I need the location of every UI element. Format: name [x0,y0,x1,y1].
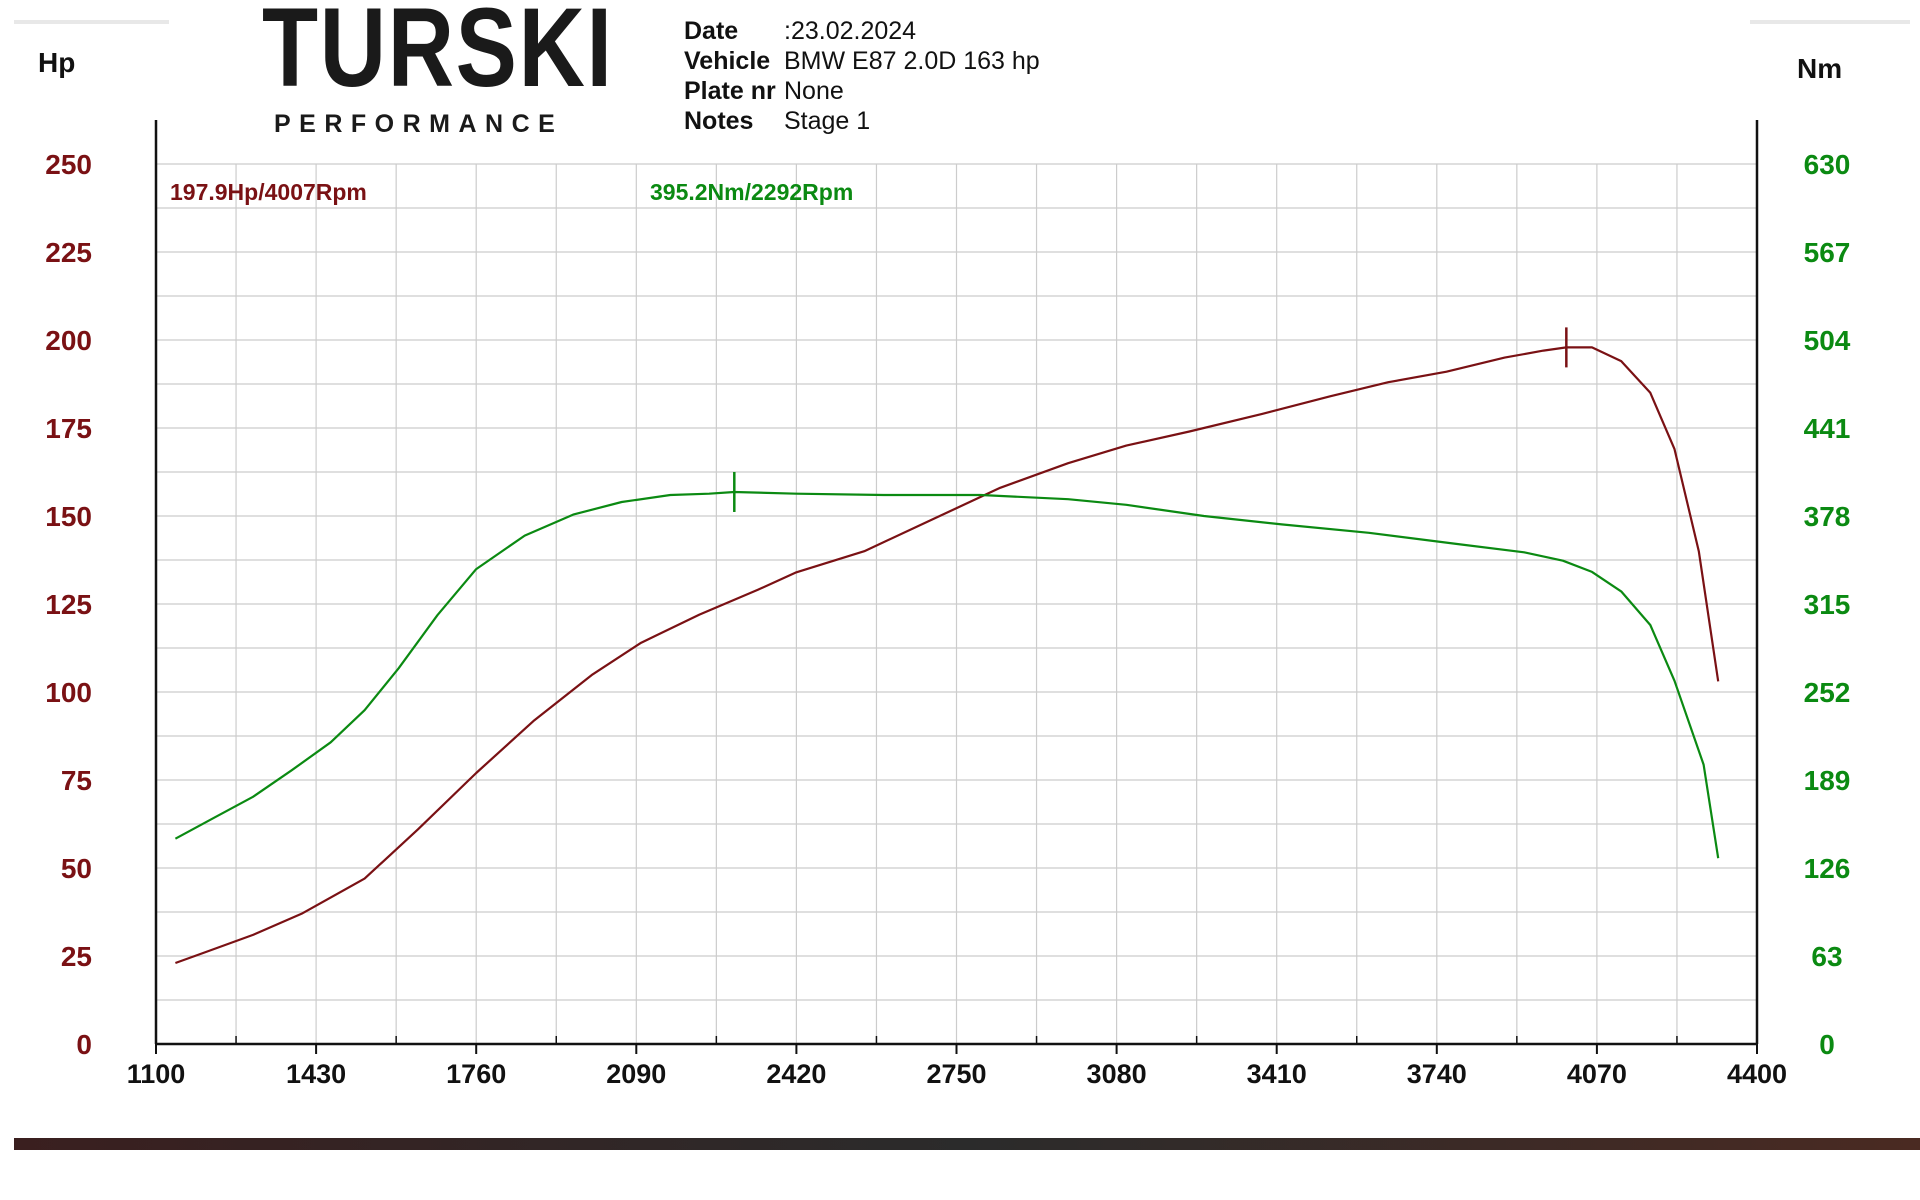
x-tick-label: 2090 [606,1059,666,1089]
torque-curve [174,490,1720,859]
x-tick-label: 3740 [1407,1059,1467,1089]
y-left-tick-label: 25 [61,941,92,972]
date-label: Date [684,17,739,45]
y-right-tick-label: 441 [1804,413,1851,444]
y-left-tick-label: 50 [61,853,92,884]
torque-peak-annotation: 395.2Nm/2292Rpm [650,179,853,205]
y-left-tick-label: 250 [45,149,92,180]
info-row-vehicle: Vehicle BMW E87 2.0D 163 hp [684,46,1040,76]
axes [154,120,1759,1054]
plate-value: None [784,77,844,105]
info-row-notes: Notes Stage 1 [684,106,1040,136]
vehicle-value: BMW E87 2.0D 163 hp [784,47,1040,75]
y-right-tick-label: 378 [1804,501,1851,532]
y-right-tick-label: 0 [1819,1029,1835,1060]
labels: 1100 1430 1760 2090 2420 2750 3080 3410 3740 4070… [38,47,1851,1089]
y-left-tick-label: 75 [61,765,92,796]
x-tick-label: 2420 [766,1059,826,1089]
y-left-tick-label: 200 [45,325,92,356]
top-rule-right [1750,20,1910,24]
date-value: :23.02.2024 [784,17,917,45]
notes-label: Notes [684,107,754,135]
grid [156,163,1757,1044]
plate-label: Plate nr [684,77,776,105]
x-tick-label: 4400 [1727,1059,1787,1089]
vehicle-info: Date :23.02.2024 Vehicle BMW E87 2.0D 16… [684,16,1040,136]
y-left-unit-label: Hp [38,47,75,78]
y-left-tick-label: 150 [45,501,92,532]
series [174,327,1720,965]
y-right-tick-label: 189 [1804,765,1851,796]
x-tick-label: 4070 [1567,1059,1627,1089]
y-right-tick-label: 252 [1804,677,1851,708]
y-left-tick-label: 100 [45,677,92,708]
y-right-tick-label: 315 [1804,589,1851,620]
report-header: TURSKI PERFORMANCE Date :23.02.2024 Vehi… [0,0,1920,160]
x-tick-label: 1100 [127,1059,186,1089]
y-right-unit-label: Nm [1797,53,1842,84]
y-left-tick-label: 175 [45,413,92,444]
y-right-tick-label: 126 [1804,853,1851,884]
info-row-plate: Plate nr None [684,76,1040,106]
y-right-tick-label: 504 [1804,325,1851,356]
y-left-tick-label: 0 [76,1029,92,1060]
y-left-tick-label: 125 [45,589,92,620]
x-tick-label: 1430 [286,1059,346,1089]
x-tick-label: 3410 [1247,1059,1307,1089]
power-peak-annotation: 197.9Hp/4007Rpm [170,179,367,205]
notes-value: Stage 1 [784,107,871,135]
x-tick-label: 1760 [446,1059,506,1089]
power-curve [175,346,1720,965]
brand-logo: TURSKI [262,0,614,110]
y-right-tick-label: 63 [1811,941,1842,972]
vehicle-label: Vehicle [684,47,771,75]
bottom-bar [14,1138,1920,1150]
x-tick-label: 3080 [1087,1059,1147,1089]
info-row-date: Date :23.02.2024 [684,16,1040,46]
y-right-tick-label: 567 [1804,237,1851,268]
y-left-tick-label: 225 [45,237,92,268]
x-tick-label: 2750 [926,1059,986,1089]
y-right-tick-label: 630 [1804,149,1851,180]
brand-tagline: PERFORMANCE [274,110,564,138]
top-rule-left [14,20,169,24]
